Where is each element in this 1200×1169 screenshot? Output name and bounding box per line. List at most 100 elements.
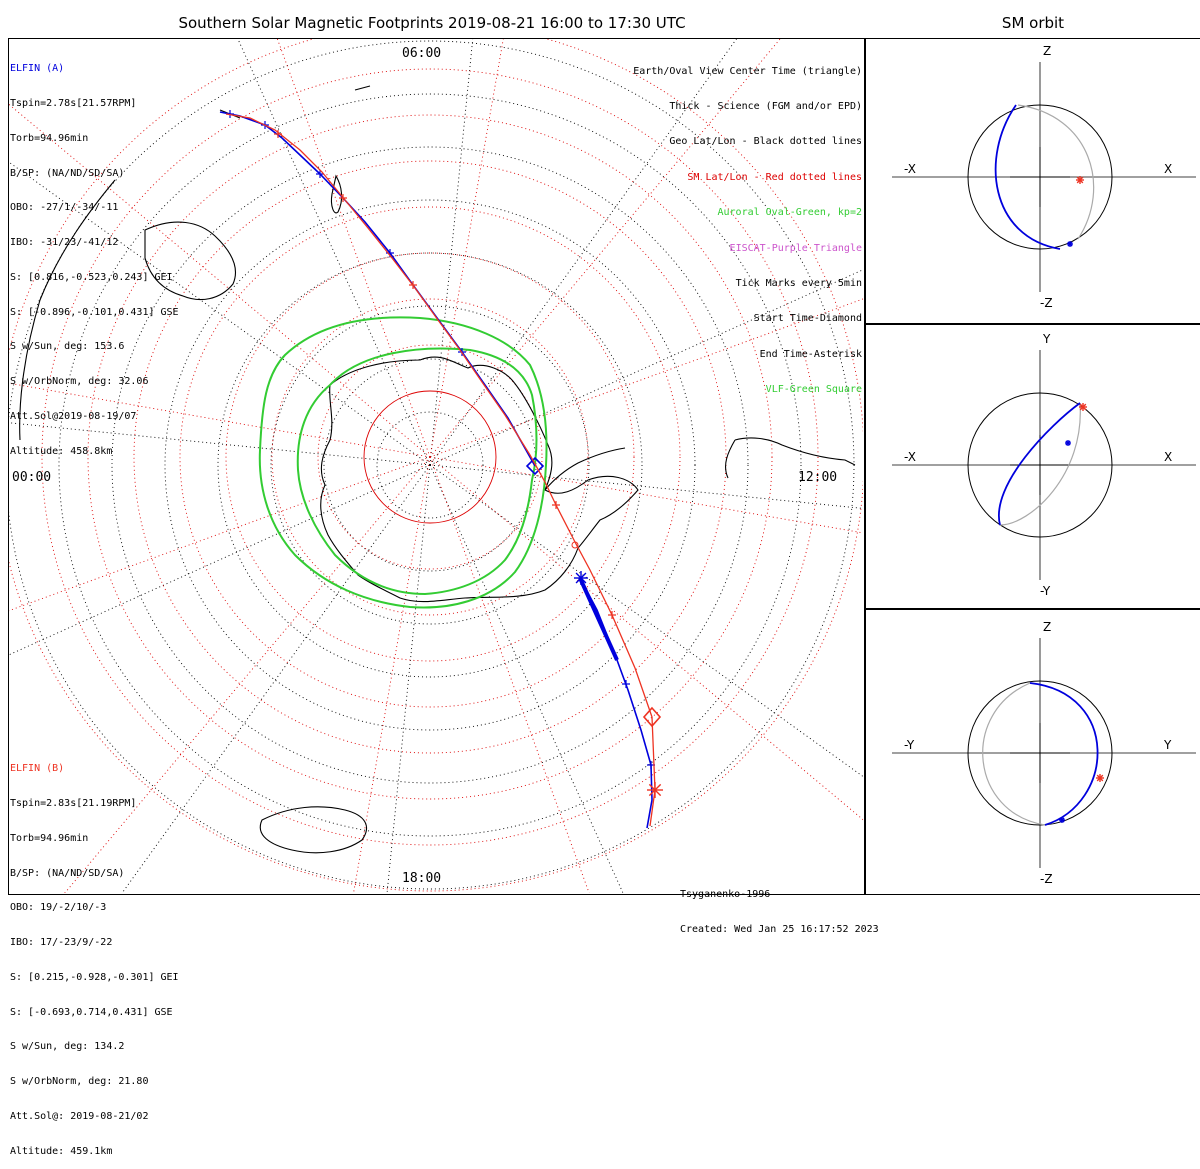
sm-latitude-circle: [179, 206, 681, 708]
panel-1-right-label: X: [1164, 162, 1173, 176]
panel-3-left-label: -Y: [904, 738, 915, 752]
geo-longitude-line: [429, 464, 863, 509]
sm-latitude-circle: [225, 252, 635, 662]
elfin-a-end-asterisk: [574, 571, 588, 585]
time-tick: [316, 170, 324, 178]
legend-entry: Start Time-Diamond: [753, 313, 862, 325]
orbit-b-path-3: [982, 682, 1046, 826]
elfin-a-line: S: [-0.896,-0.101,0.431] GSE: [10, 306, 179, 318]
time-tick: [608, 611, 616, 619]
orbit-2-a-end: [1065, 440, 1071, 446]
time-label-bottom: 18:00: [402, 871, 442, 886]
model-credit: Tsyganenko-1996: [680, 889, 771, 901]
legend-entry: Auroral Oval-Green, kp=2: [717, 207, 863, 219]
orbit-panel-2: [865, 323, 1200, 610]
sm-longitude-line: [353, 456, 431, 893]
elfin-b-start-diamond: [642, 706, 662, 728]
auroral-oval-poleward: [296, 347, 538, 596]
time-label-left: 00:00: [12, 470, 52, 485]
time-label-top: 06:00: [402, 46, 442, 61]
elfin-b-line: Tspin=2.83s[21.19RPM]: [10, 797, 137, 809]
geo-latitude-circle: [58, 93, 802, 837]
time-tick: [409, 281, 417, 289]
elfin-b-line: IBO: 17/-23/9/-22: [10, 937, 113, 949]
geo-latitude-circle: [217, 252, 643, 678]
legend-entry: Geo Lat/Lon - Black dotted lines: [669, 136, 862, 148]
orbit-3-a-end: [1059, 817, 1065, 823]
antarctica-coast: [320, 356, 639, 603]
elfin-a-line: B/SP: (NA/ND/SD/SA): [10, 167, 125, 179]
panel-2-left-label: -X: [904, 450, 916, 464]
time-tick: [274, 130, 282, 138]
orbit-a-path-3: [1029, 682, 1099, 826]
africa-coast: [259, 806, 367, 854]
geo-latitude-circle: [376, 411, 484, 519]
elfin-b-track: [225, 113, 656, 827]
elfin-a-start-diamond: [525, 456, 545, 476]
panel-3-right-label: Y: [1164, 738, 1172, 752]
sm-longitude-line: [429, 456, 590, 893]
geo-longitude-line: [429, 464, 863, 778]
elfin-b-line: S w/OrbNorm, deg: 21.80: [10, 1076, 149, 1088]
earth-circle: [967, 680, 1113, 826]
sm-latitude-circle: [133, 160, 727, 754]
orbit-panel-3: [865, 608, 1200, 895]
geo-longitude-line: [429, 464, 624, 893]
orbit-b-path-2: [999, 402, 1081, 526]
geo-latitude-circle: [111, 146, 749, 784]
elfin-b-line: Att.Sol@: 2019-08-21/02: [10, 1111, 149, 1122]
elfin-b-marker: [571, 541, 579, 549]
elfin-a-line: Torb=94.96min: [10, 132, 89, 144]
geo-longitude-line: [237, 39, 431, 466]
sm-longitude-line: [429, 39, 781, 458]
sm-longitude-line: [9, 456, 431, 612]
elfin-a-science-segment: [578, 577, 619, 661]
elfin-b-line: S w/Sun, deg: 134.2: [10, 1041, 125, 1053]
orbit-panel-plot: [892, 350, 1196, 580]
left-edge-coast: [19, 179, 116, 441]
elfin-b-trajectory: [225, 113, 663, 827]
sm-longitude-line: [429, 456, 863, 534]
sm-longitude-line: [9, 382, 431, 458]
elfin-a-line: Tspin=2.78s[21.57RPM]: [10, 97, 137, 109]
footprint-map: [9, 39, 863, 893]
orbit-b-path-1: [1017, 104, 1095, 240]
antarctic-peninsula-coast: [544, 447, 626, 491]
panel-1-top-label: Z: [1043, 44, 1052, 58]
geo-latitude-circle: [270, 305, 590, 625]
sm-longitude-line: [429, 298, 863, 458]
legend: Earth/Oval View Center Time (triangle) T…: [633, 42, 862, 408]
legend-entry: SM Lat/Lon - Red dotted lines: [687, 171, 862, 183]
elfin-b-line: S: [-0.693,0.714,0.431] GSE: [10, 1006, 173, 1018]
sm-longitude-line: [64, 456, 431, 893]
sm-latitude-circle: [41, 68, 819, 846]
elfin-a-line: S w/OrbNorm, deg: 32.06: [10, 376, 149, 388]
elfin-b-line: S: [0.215,-0.928,-0.301] GEI: [10, 971, 179, 983]
elfin-b-name: ELFIN (B): [10, 763, 65, 775]
geo-longitude-line: [429, 39, 737, 466]
legend-entry: End Time-Asterisk: [759, 348, 862, 360]
orbit-2-b-end: [1079, 403, 1087, 411]
orbit-panel-plot: [892, 62, 1196, 292]
time-tick: [552, 501, 560, 509]
time-label-right: 12:00: [798, 470, 838, 485]
time-tick: [622, 680, 630, 688]
auroral-oval-equatorward: [258, 316, 548, 609]
sm-latitude-circle: [271, 298, 589, 616]
elfin-a-line: OBO: -27/1/-34/-11: [10, 202, 119, 214]
legend-entry: Thick - Science (FGM and/or EPD): [669, 100, 862, 112]
geo-longitude-line: [429, 269, 863, 466]
orbit-3-b-end: [1096, 774, 1104, 782]
panel-3-bottom-label: -Z: [1040, 872, 1053, 886]
legend-entry: VLF-Green Square: [765, 384, 862, 396]
panel-1-left-label: -X: [904, 162, 916, 176]
sm-longitude-line: [429, 39, 504, 458]
panel-2-right-label: X: [1164, 450, 1173, 464]
orbit-1-b-end: [1076, 176, 1084, 184]
sm-longitude-line: [429, 456, 863, 821]
elfin-a-trajectory: [219, 110, 655, 829]
geo-longitude-line: [9, 161, 431, 466]
elfin-a-name: ELFIN (A): [10, 63, 65, 75]
panel-2-top-label: Y: [1043, 332, 1051, 346]
orbit-panel-1: [865, 38, 1200, 325]
